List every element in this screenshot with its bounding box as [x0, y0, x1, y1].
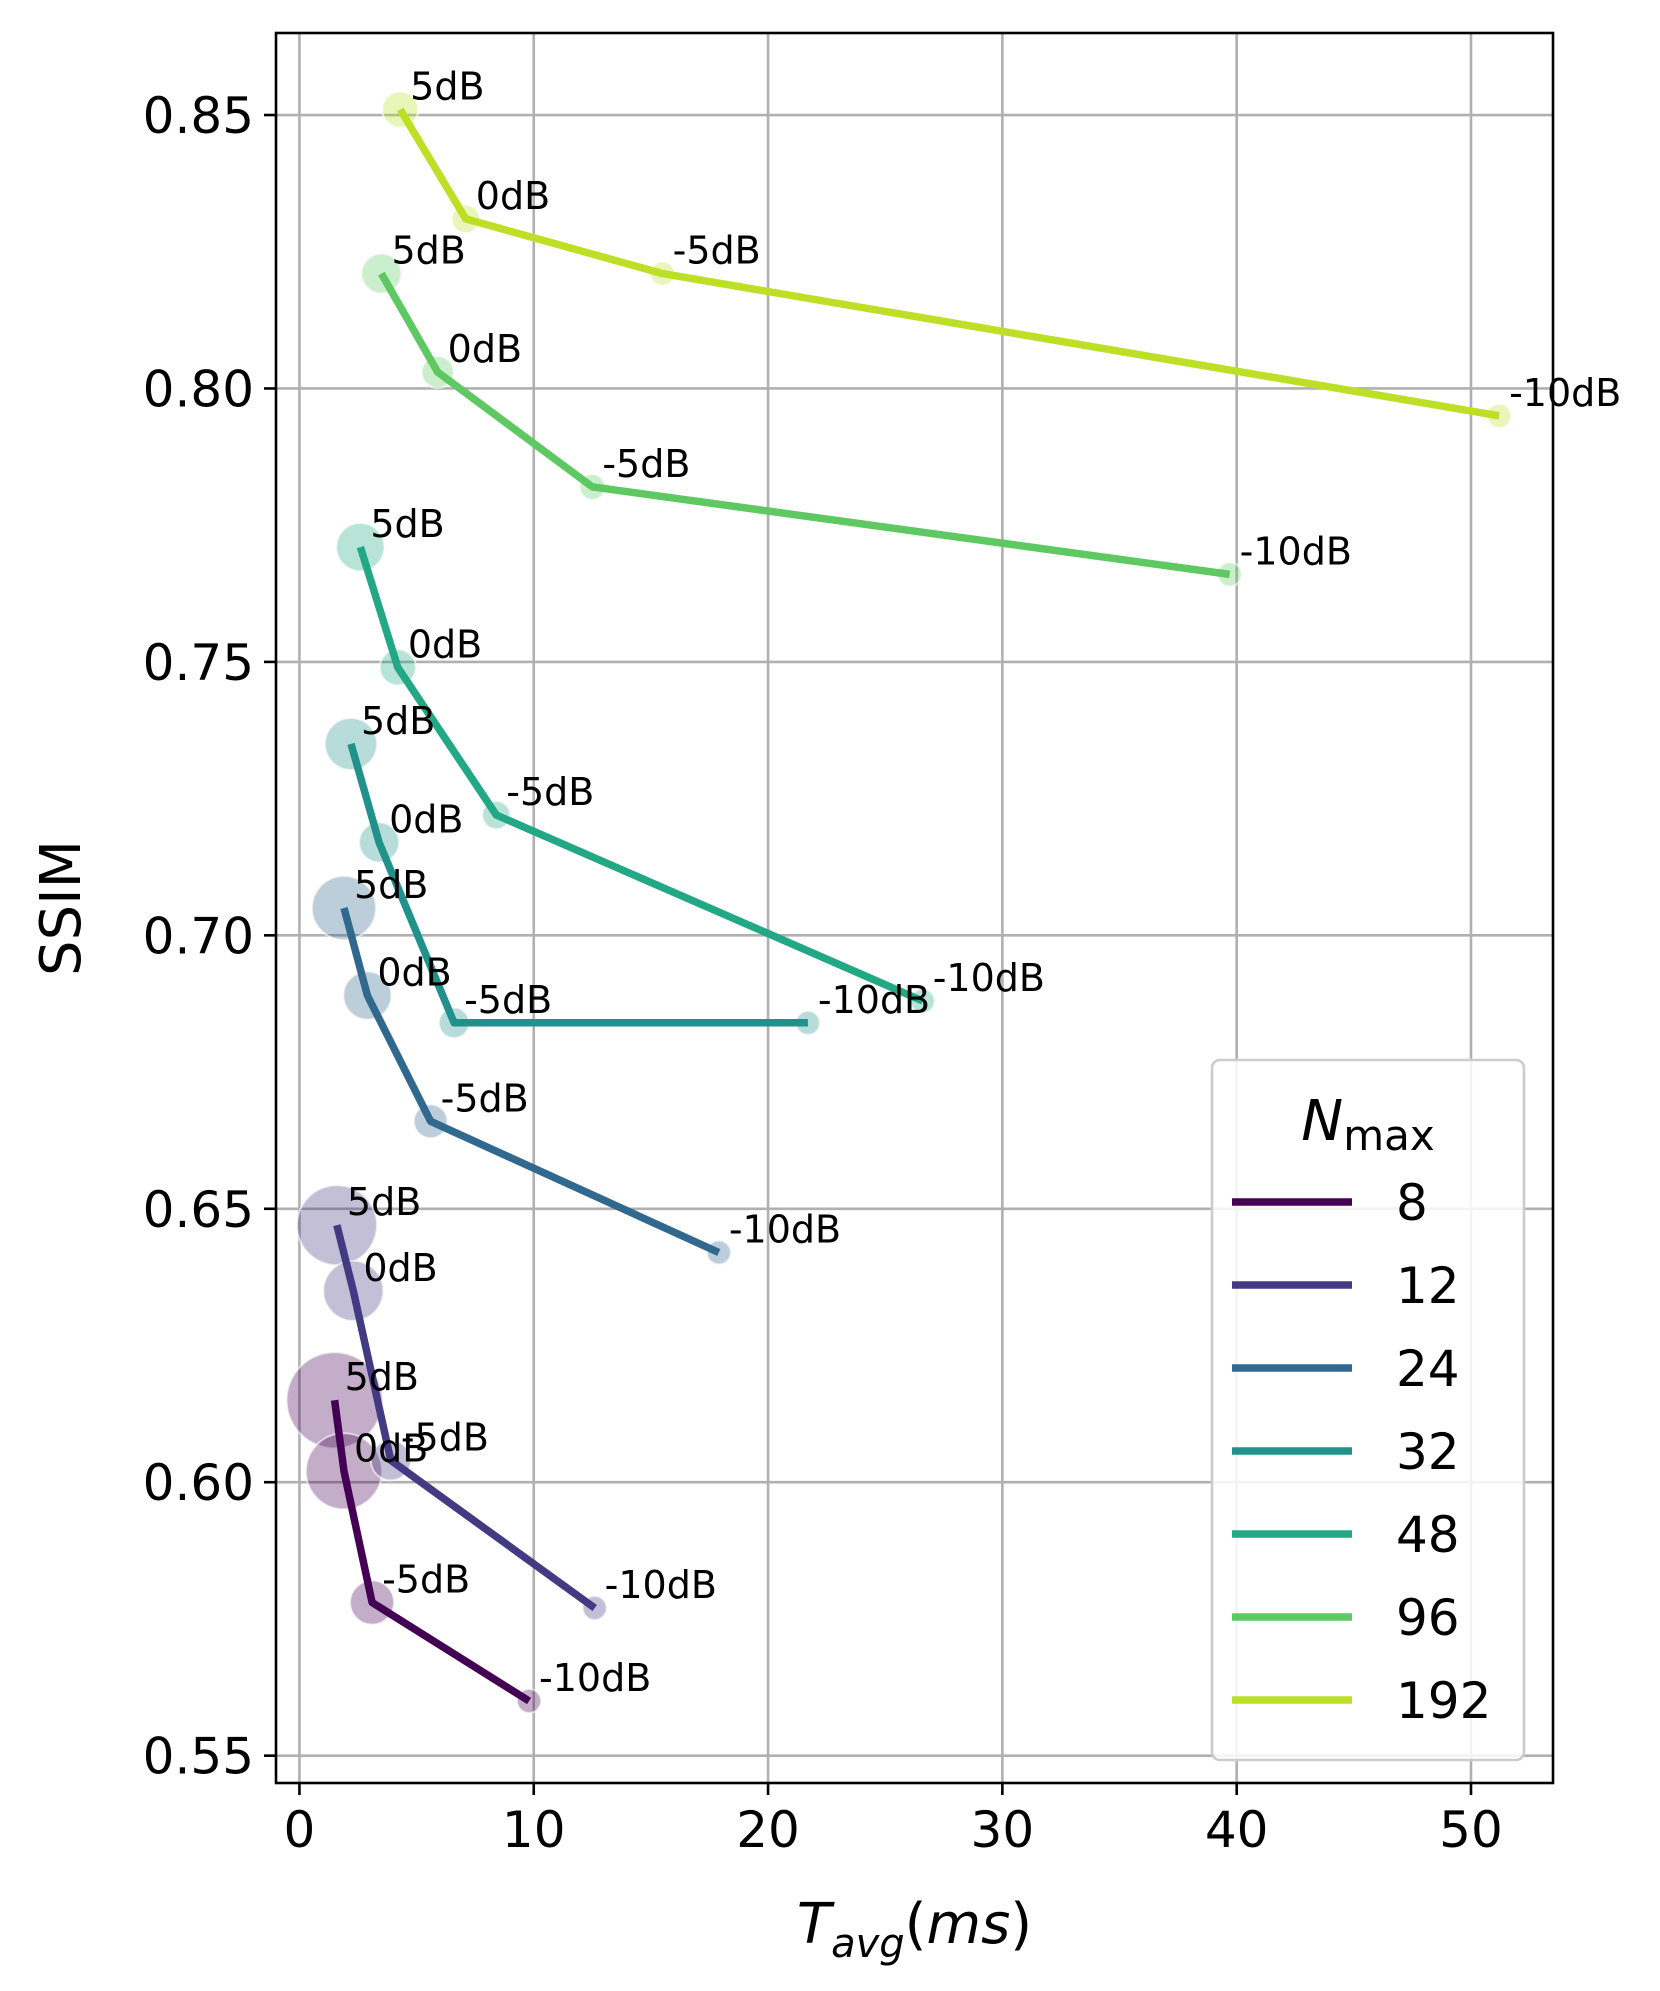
legend-label-48: 48 — [1396, 1506, 1460, 1564]
series-8-point-0-marker — [285, 1351, 384, 1450]
series-192-line — [396, 107, 1500, 420]
series-96-point-1-label: 0dB — [448, 327, 522, 371]
series-32-point-1-label: 0dB — [389, 797, 463, 841]
x-tick-label: 10 — [502, 1801, 566, 1859]
series-24-line — [340, 907, 721, 1256]
series-48-point-3-label: -10dB — [933, 956, 1045, 1000]
point-labels: 5dB0dB-5dB-10dB5dB0dB-5dB-10dB5dB0dB-5dB… — [345, 65, 1622, 1700]
series-8-line — [330, 1399, 532, 1705]
series-24-point-0-label: 5dB — [354, 863, 428, 907]
y-tick-label: 0.85 — [143, 87, 254, 145]
series-8-point-0-label: 5dB — [345, 1355, 419, 1399]
series-48-point-1-label: 0dB — [408, 622, 482, 666]
series-24-point-0-marker — [310, 875, 377, 941]
legend-label-96: 96 — [1396, 1589, 1460, 1647]
x-tick-label: 0 — [284, 1801, 316, 1859]
series-192-point-3-label: -10dB — [1509, 371, 1621, 415]
series-96-point-0-label: 5dB — [391, 229, 465, 273]
x-tick-label: 30 — [971, 1801, 1035, 1859]
y-tick-label: 0.70 — [143, 907, 254, 965]
series-48-line — [356, 545, 925, 1005]
series-12-line — [333, 1224, 597, 1612]
legend-label-8: 8 — [1396, 1174, 1428, 1232]
y-tick-label: 0.75 — [143, 634, 254, 692]
series-32-point-0-label: 5dB — [361, 699, 435, 743]
legend-entries: 8 12 24 32 48 96 192 — [1232, 1174, 1491, 1730]
series-48-point-0-marker — [335, 522, 386, 573]
legend-label-32: 32 — [1396, 1423, 1460, 1481]
series-8-point-1-label: 0dB — [354, 1426, 428, 1470]
grid — [276, 33, 1553, 1783]
x-axis-title: Tavg(ms) — [797, 1892, 1032, 1967]
plot-frame — [274, 31, 1555, 1785]
x-tick-label: 50 — [1439, 1801, 1503, 1859]
legend: Nmax 8 12 24 32 48 96 192 — [1210, 1058, 1526, 1762]
y-tick-label: 0.55 — [143, 1728, 254, 1786]
series-lines — [330, 107, 1500, 1705]
series-96-line — [378, 271, 1231, 579]
legend-label-192: 192 — [1396, 1672, 1491, 1730]
legend-label-12: 12 — [1396, 1257, 1460, 1315]
series-192-point-0-label: 5dB — [410, 65, 484, 109]
axis-ticks: 0 10 20 30 40 50 0.55 0.60 0.65 0.70 0.75 0.80 0.85 — [143, 87, 1503, 1859]
series-12-point-2-label: -5dB — [401, 1415, 489, 1459]
series-12-point-0-label: 5dB — [347, 1180, 421, 1224]
series-32-point-2-label: -5dB — [464, 978, 552, 1022]
series-8-point-3-label: -10dB — [539, 1656, 651, 1700]
series-32-point-3-label: -10dB — [818, 978, 930, 1022]
series-8-point-2-label: -5dB — [382, 1558, 470, 1602]
x-tick-label: 40 — [1205, 1801, 1269, 1859]
series-192-point-1-label: 0dB — [476, 174, 550, 218]
legend-label-24: 24 — [1396, 1340, 1460, 1398]
point-markers — [285, 90, 1513, 1714]
series-24-point-2-label: -5dB — [441, 1076, 529, 1120]
series-32-line — [347, 742, 808, 1027]
series-24-point-1-label: 0dB — [377, 951, 451, 995]
series-96-point-2-label: -5dB — [602, 442, 690, 486]
series-12-point-3-label: -10dB — [605, 1563, 717, 1607]
series-96-point-3-label: -10dB — [1240, 529, 1352, 573]
y-tick-label: 0.80 — [143, 360, 254, 418]
series-192-point-2-label: -5dB — [673, 229, 761, 273]
legend-box — [1210, 1058, 1526, 1762]
series-24-point-3-label: -10dB — [729, 1208, 841, 1252]
series-12-point-1-label: 0dB — [363, 1246, 437, 1290]
series-48-point-2-label: -5dB — [506, 770, 594, 814]
y-tick-label: 0.60 — [143, 1454, 254, 1512]
y-tick-label: 0.65 — [143, 1181, 254, 1239]
y-axis-title: SSIM — [29, 840, 94, 976]
legend-title: Nmax — [1301, 1089, 1434, 1160]
x-tick-label: 20 — [736, 1801, 800, 1859]
series-48-point-0-label: 5dB — [370, 502, 444, 546]
